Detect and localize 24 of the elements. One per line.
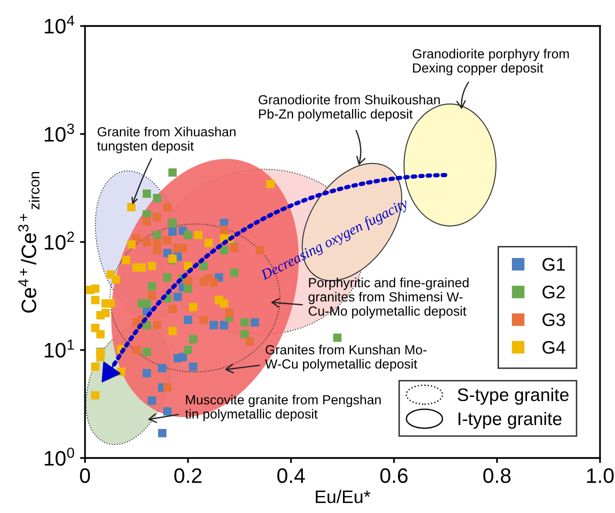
x-tick-label: 0.6 — [380, 468, 408, 484]
annotation: I-type granite — [458, 412, 562, 429]
annotation: S-type granite — [458, 388, 569, 405]
x-tick-label: 0.8 — [483, 468, 511, 484]
annotation: Granites from Kunshan Mo- W-Cu polymetallic deposit — [265, 344, 426, 372]
y-tick-label: 10$^{2}$ — [44, 232, 74, 250]
x-tick-label: 0.2 — [174, 468, 202, 484]
y-tick-label: 10$^{0}$ — [44, 448, 74, 466]
legend-label: G4 — [542, 341, 566, 354]
x-tick-label: 0.4 — [277, 468, 305, 484]
legend-label: G3 — [542, 313, 565, 326]
annotation: Granite from Xihuashan tungsten deposit — [97, 126, 236, 154]
annotation: Granodiorite from Shuikoushan Pb-Zn polymetallic deposit — [258, 94, 440, 122]
y-tick-label: 10$^{3}$ — [44, 124, 74, 142]
y-axis-title: Ce$^{4+}$/Ce$^{3+}$$_{zircon}$ — [18, 172, 40, 313]
x-tick-label: 1.0 — [587, 468, 614, 484]
legend-label: G2 — [542, 286, 565, 298]
annotation: Granodiorite porphyry from Dexing copper deposit — [412, 48, 569, 76]
x-tick-label: 0 — [80, 468, 90, 484]
legend-label: G1 — [542, 258, 565, 271]
annotation: Porphyritic and fine-grained granites from Shimensi W- Cu-Mo polymetallic deposit — [308, 278, 469, 318]
x-axis-title: Eu/Eu* — [316, 490, 370, 504]
y-tick-label: 10$^{1}$ — [44, 340, 74, 358]
y-tick-label: 10$^{4}$ — [44, 16, 74, 34]
